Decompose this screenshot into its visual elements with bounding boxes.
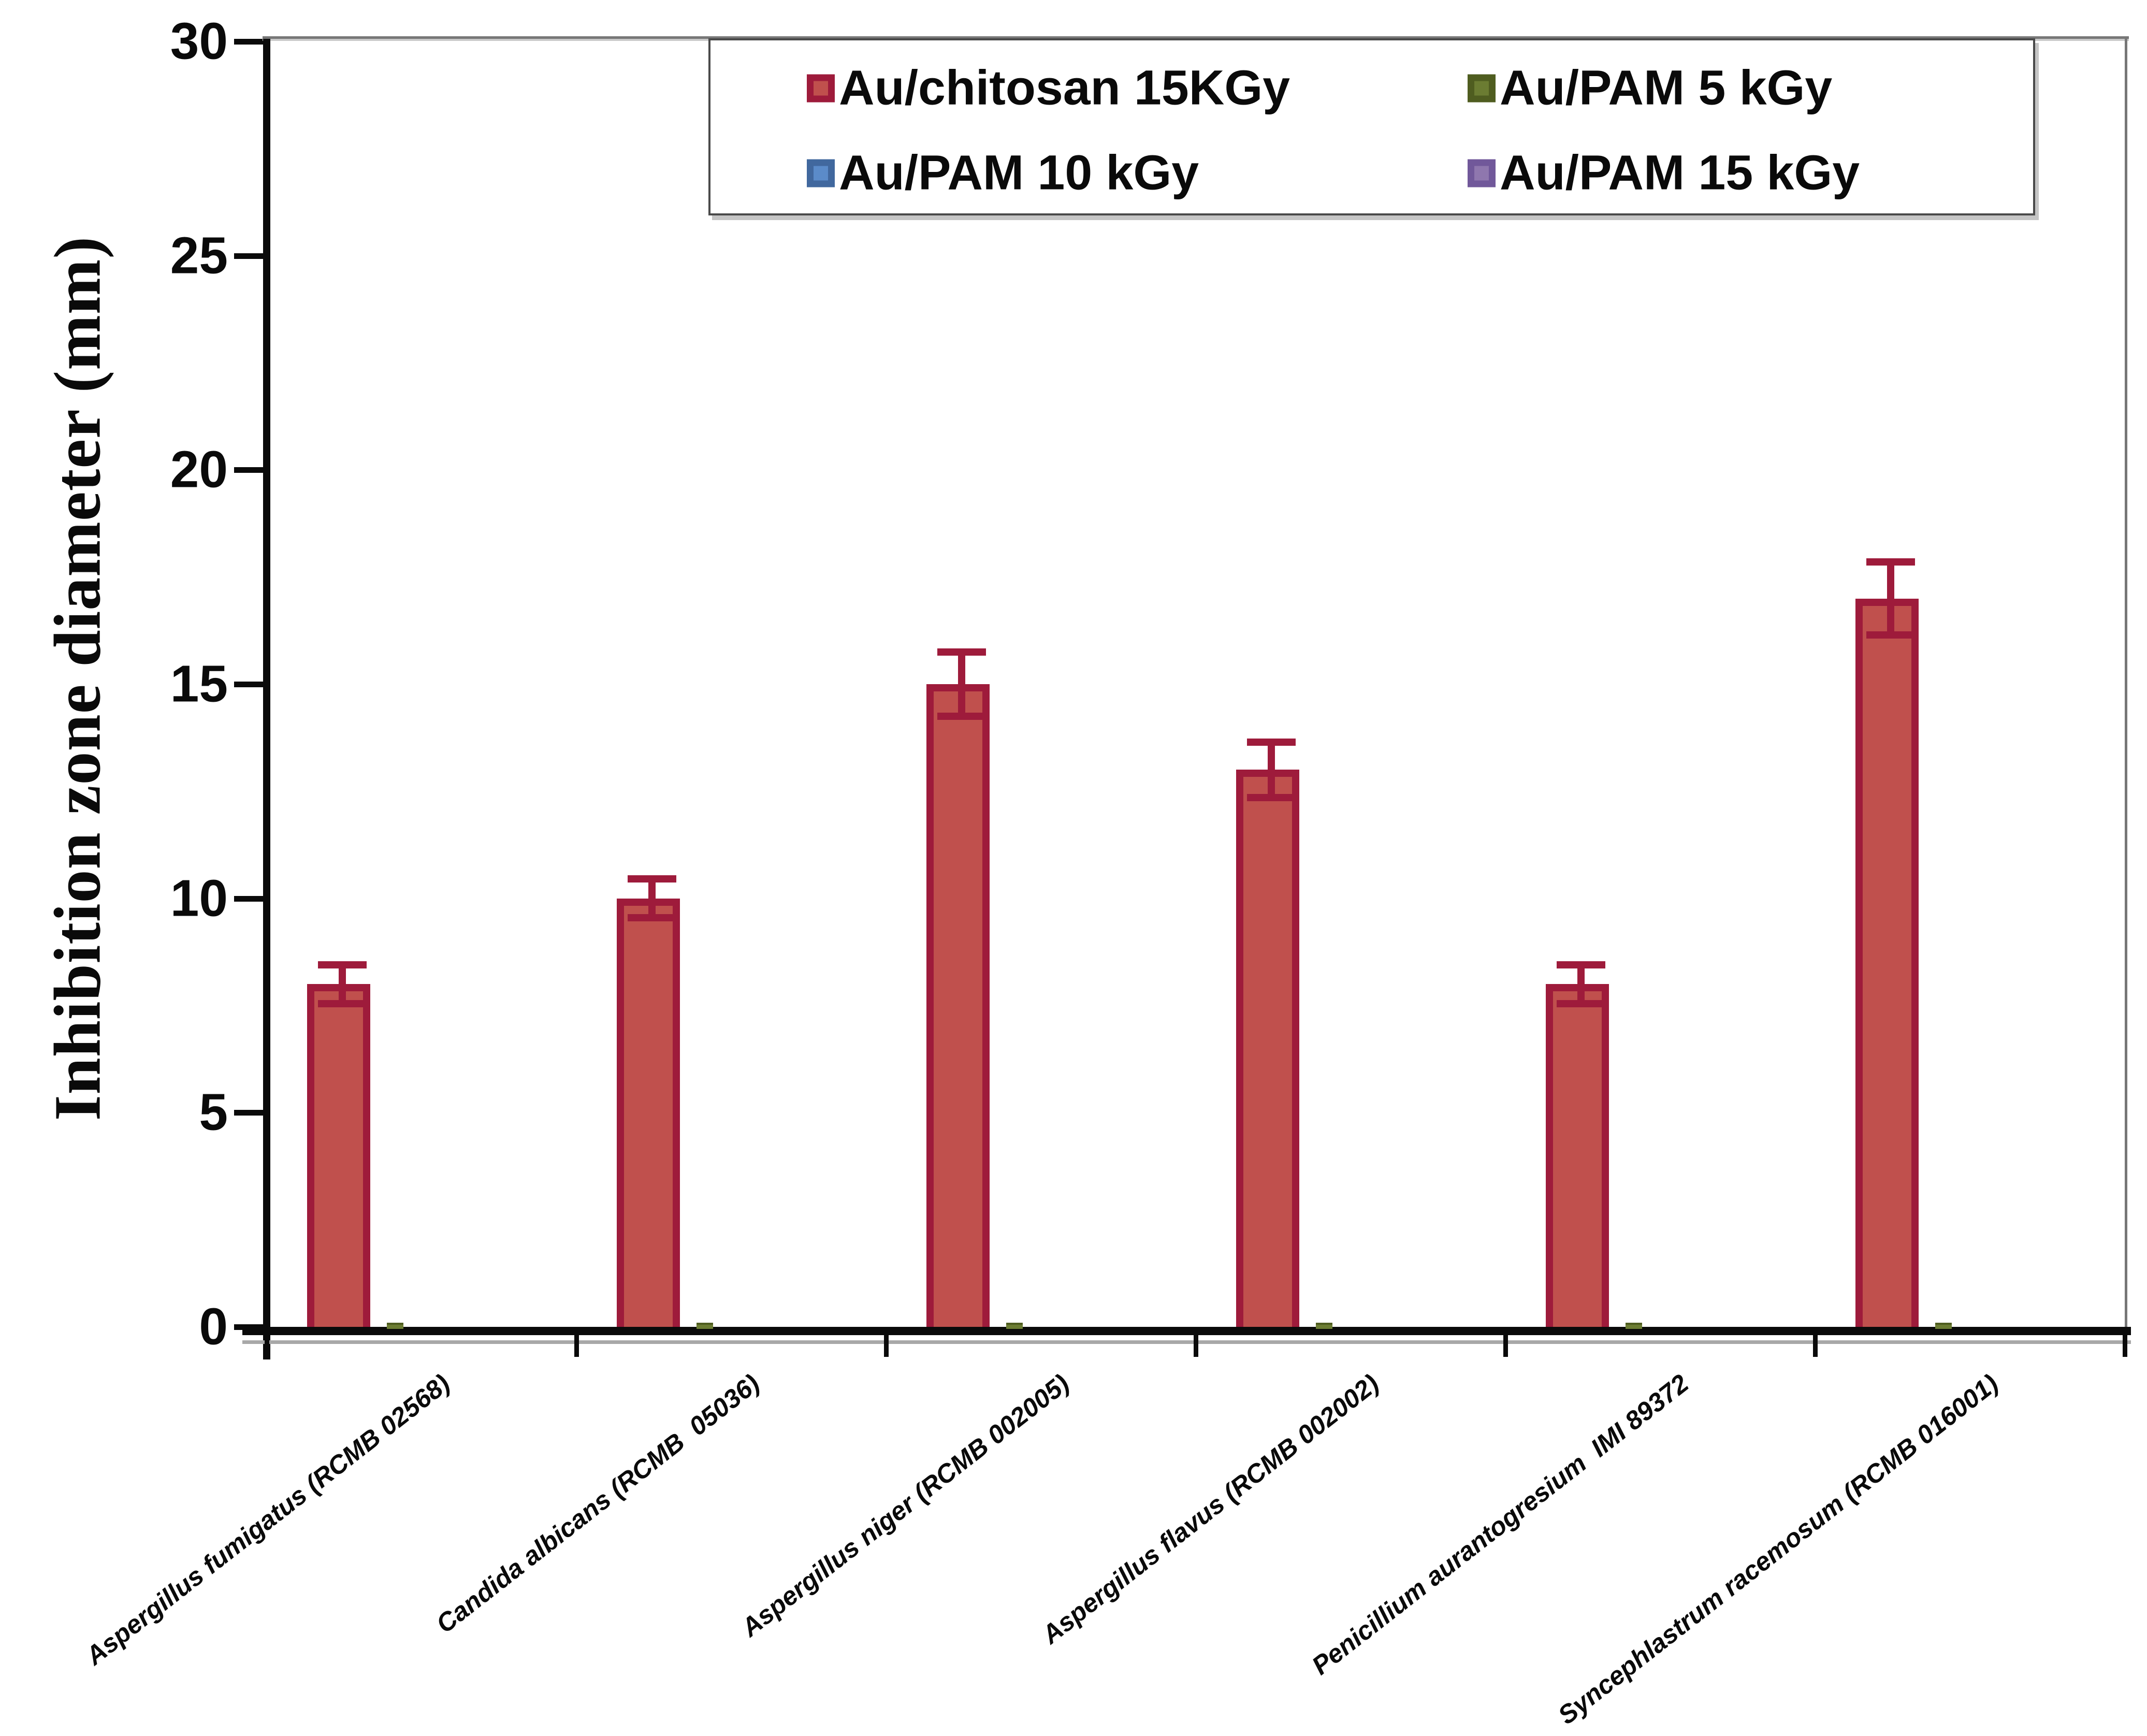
x-tick-mark bbox=[2123, 1335, 2127, 1357]
legend-item: Au/PAM 5 kGy bbox=[1468, 60, 1832, 117]
x-tick-mark bbox=[1813, 1335, 1818, 1357]
x-category-label: Penicillium aurantogresium IMI 89372 bbox=[1306, 1368, 1694, 1681]
y-tick-label: 15 bbox=[170, 655, 228, 713]
y-tick-mark bbox=[234, 253, 267, 259]
y-tick-label: 5 bbox=[199, 1083, 228, 1141]
x-tick-mark bbox=[265, 1335, 269, 1357]
error-bar-cap-top bbox=[318, 961, 367, 968]
x-category-label: Candida albicans (RCMB 05036) bbox=[430, 1368, 765, 1639]
legend-item: Au/PAM 15 kGy bbox=[1468, 145, 1860, 201]
legend-marker-2 bbox=[1468, 74, 1496, 102]
x-tick-mark bbox=[1503, 1335, 1508, 1357]
error-bar-cap-bottom bbox=[937, 713, 986, 720]
y-tick-label: 25 bbox=[170, 226, 228, 285]
bar-tiny bbox=[1626, 1322, 1642, 1329]
y-tick-label: 0 bbox=[199, 1297, 228, 1356]
x-tick-mark bbox=[1194, 1335, 1198, 1357]
bar-tiny bbox=[1935, 1322, 1952, 1329]
error-bar-line bbox=[958, 649, 965, 719]
bar bbox=[307, 984, 370, 1327]
x-tick-mark bbox=[574, 1335, 579, 1357]
bar bbox=[1546, 984, 1609, 1327]
y-tick-mark bbox=[234, 895, 267, 902]
error-bar-line bbox=[1268, 740, 1275, 800]
legend-label-2: Au/PAM 5 kGy bbox=[1500, 60, 1833, 115]
y-tick-label: 20 bbox=[170, 440, 228, 499]
error-bar-line bbox=[339, 962, 346, 1006]
error-bar-cap-bottom bbox=[318, 1000, 367, 1007]
bar bbox=[926, 684, 990, 1327]
error-bar-line bbox=[648, 877, 656, 920]
x-axis-shadow bbox=[242, 1340, 2131, 1344]
x-tick-mark bbox=[884, 1335, 889, 1357]
x-category-label: Aspergillus niger (RCMB 002005) bbox=[735, 1368, 1075, 1643]
bar-tiny bbox=[387, 1322, 403, 1329]
bar bbox=[1855, 598, 1919, 1327]
plot-frame-right-line bbox=[2125, 36, 2127, 1327]
legend-marker-4 bbox=[1468, 159, 1496, 187]
bar bbox=[617, 898, 680, 1327]
bar-tiny bbox=[697, 1322, 713, 1329]
y-tick-mark bbox=[234, 682, 267, 687]
error-bar-cap-top bbox=[628, 875, 676, 883]
y-tick-label: 30 bbox=[170, 12, 228, 70]
error-bar-cap-top bbox=[1557, 961, 1605, 968]
bar-tiny bbox=[1316, 1322, 1332, 1329]
error-bar-cap-top bbox=[1247, 738, 1296, 746]
error-bar-line bbox=[1577, 962, 1585, 1006]
y-axis-line bbox=[263, 39, 270, 1359]
error-bar-cap-top bbox=[1866, 558, 1915, 566]
x-category-label: Aspergillus fumigatus (RCMB 02568) bbox=[80, 1368, 456, 1671]
legend: Au/chitosan 15KGy Au/PAM 5 kGy Au/PAM 10 k… bbox=[708, 38, 2035, 215]
legend-item: Au/chitosan 15KGy bbox=[807, 60, 1290, 117]
legend-label-3: Au/PAM 10 kGy bbox=[839, 145, 1199, 200]
legend-marker-1 bbox=[807, 74, 835, 102]
error-bar-cap-bottom bbox=[1247, 794, 1296, 802]
legend-label-4: Au/PAM 15 kGy bbox=[1500, 145, 1860, 200]
bar-tiny bbox=[1006, 1322, 1023, 1329]
legend-label-1: Au/chitosan 15KGy bbox=[839, 60, 1290, 115]
legend-marker-3 bbox=[807, 159, 835, 187]
x-axis-line bbox=[242, 1327, 2131, 1335]
y-tick-mark bbox=[234, 467, 267, 473]
y-tick-label: 10 bbox=[170, 869, 228, 928]
error-bar-cap-bottom bbox=[628, 914, 676, 922]
y-tick-mark bbox=[234, 1110, 267, 1116]
x-category-label: Aspergillus flavus (RCMB 002002) bbox=[1036, 1368, 1385, 1650]
plot-frame-top-line bbox=[263, 36, 2129, 39]
error-bar-cap-bottom bbox=[1557, 1000, 1605, 1007]
error-bar-cap-top bbox=[937, 648, 986, 656]
legend-item: Au/PAM 10 kGy bbox=[807, 145, 1199, 201]
error-bar-cap-bottom bbox=[1866, 631, 1915, 639]
bar bbox=[1236, 770, 1299, 1327]
error-bar-line bbox=[1887, 560, 1894, 637]
y-tick-mark bbox=[234, 39, 267, 45]
